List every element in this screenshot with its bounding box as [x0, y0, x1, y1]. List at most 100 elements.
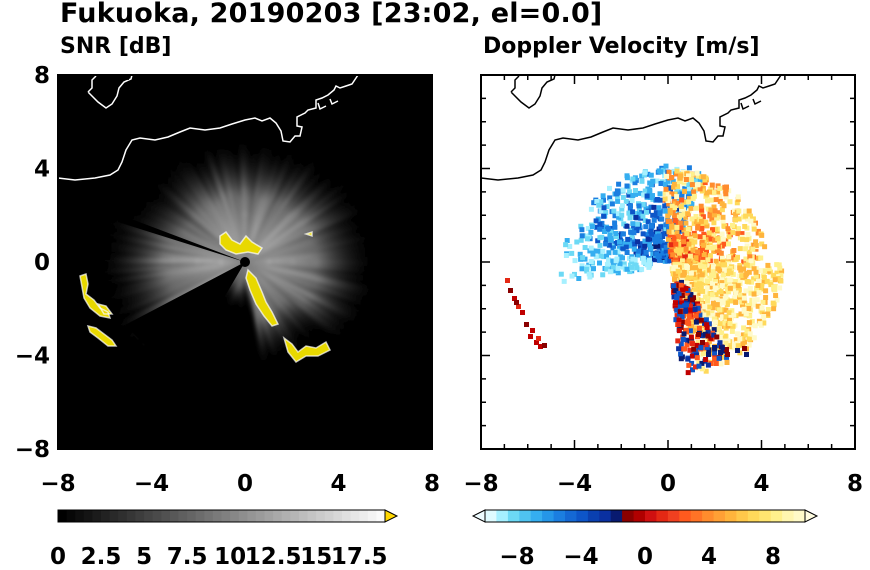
velocity-cell	[588, 259, 594, 264]
velocity-cell	[667, 258, 673, 263]
velocity-cell	[757, 268, 763, 274]
velocity-cell	[695, 252, 701, 258]
velocity-cell	[648, 172, 654, 178]
velocity-cell	[740, 302, 745, 308]
velocity-cell	[686, 173, 691, 179]
velocity-cell	[633, 191, 638, 197]
velocity-cell	[683, 177, 689, 182]
velocity-cell	[683, 220, 689, 226]
snr-ray	[229, 262, 245, 296]
snr-ray	[245, 154, 304, 262]
velocity-cell	[715, 263, 721, 269]
velocity-cell	[675, 277, 681, 283]
velocity-cell	[584, 236, 590, 242]
velocity-cell	[692, 233, 698, 239]
snr-ray	[245, 262, 314, 331]
velocity-cell	[739, 231, 745, 237]
snr-ray	[106, 262, 245, 317]
velocity-cell	[678, 225, 684, 231]
velocity-cell	[658, 181, 664, 186]
velocity-colorbar-segment	[747, 510, 760, 522]
velocity-cell	[735, 343, 741, 349]
velocity-cell	[717, 185, 723, 191]
snr-ray	[245, 214, 360, 262]
y-tick-label: 8	[34, 63, 50, 89]
velocity-cell	[705, 329, 711, 335]
velocity-cell	[629, 260, 635, 265]
velocity-colorbar-segment	[793, 510, 806, 522]
velocity-cell	[717, 240, 722, 246]
velocity-cell	[723, 314, 729, 320]
snr-ray	[245, 254, 370, 262]
snr-ray	[103, 262, 245, 277]
velocity-cell	[538, 344, 543, 349]
velocity-cell	[614, 191, 619, 197]
velocity-cell	[700, 214, 706, 220]
velocity-cell	[693, 255, 699, 261]
snr-ray	[110, 250, 246, 262]
snr-ray	[191, 162, 245, 262]
snr-ray	[242, 139, 245, 262]
velocity-cell	[713, 197, 719, 203]
velocity-cell	[587, 274, 593, 280]
velocity-cell	[743, 256, 749, 262]
velocity-cell	[688, 334, 694, 340]
velocity-cell	[651, 217, 657, 223]
velocity-cell	[598, 208, 604, 214]
velocity-cell	[642, 243, 648, 249]
velocity-colorbar-segment	[542, 510, 554, 522]
velocity-cell	[690, 367, 695, 373]
velocity-cell	[679, 314, 685, 320]
snr-colorbar-segment	[126, 510, 136, 522]
snr-ray	[225, 262, 245, 299]
snr-colorbar-segment	[204, 510, 214, 522]
velocity-cell	[615, 211, 621, 217]
snr-axis-ticks: −8 −4 0 4 8 8 4 0 −4 −8	[15, 63, 440, 497]
velocity-cell	[732, 342, 737, 348]
velocity-cell	[730, 222, 735, 228]
velocity-cell	[608, 230, 614, 236]
velocity-cell	[701, 264, 707, 270]
snr-ray	[234, 262, 245, 286]
velocity-cell	[693, 214, 699, 219]
velocity-cell	[755, 230, 761, 236]
snr-ray	[228, 262, 245, 295]
velocity-cell	[772, 287, 778, 293]
velocity-cell	[617, 261, 623, 267]
velocity-cell	[717, 307, 723, 313]
snr-ray	[245, 202, 367, 262]
velocity-cell	[512, 296, 517, 301]
velocity-colorbar-segment	[656, 510, 669, 522]
snr-colorbar-segment	[135, 510, 145, 522]
velocity-cell	[714, 285, 720, 291]
snr-ray	[100, 225, 245, 262]
velocity-cell	[680, 287, 686, 293]
velocity-cell	[768, 282, 774, 288]
velocity-cell	[719, 344, 725, 350]
velocity-cell	[775, 276, 781, 281]
velocity-cell	[698, 286, 704, 292]
velocity-cell	[631, 246, 637, 252]
velocity-cell	[690, 297, 695, 303]
velocity-cell	[773, 293, 779, 298]
snr-ray	[245, 262, 352, 342]
velocity-cell	[686, 186, 692, 192]
velocity-cell	[698, 248, 703, 253]
snr-clutter-edge	[86, 324, 118, 347]
velocity-cell	[564, 238, 570, 243]
velocity-cell	[687, 262, 693, 268]
velocity-cell	[558, 271, 564, 277]
velocity-cell	[693, 219, 699, 225]
velocity-cell	[634, 265, 640, 271]
velocity-cell	[630, 238, 636, 244]
snr-ray	[245, 262, 321, 342]
velocity-cell	[601, 213, 607, 219]
velocity-cell	[665, 213, 671, 219]
velocity-cell	[676, 250, 682, 256]
velocity-cell	[699, 226, 704, 232]
velocity-cell	[691, 251, 697, 257]
snr-ray	[245, 262, 366, 278]
velocity-cell	[686, 178, 692, 184]
velocity-cell	[626, 240, 632, 246]
velocity-cell	[673, 264, 679, 270]
